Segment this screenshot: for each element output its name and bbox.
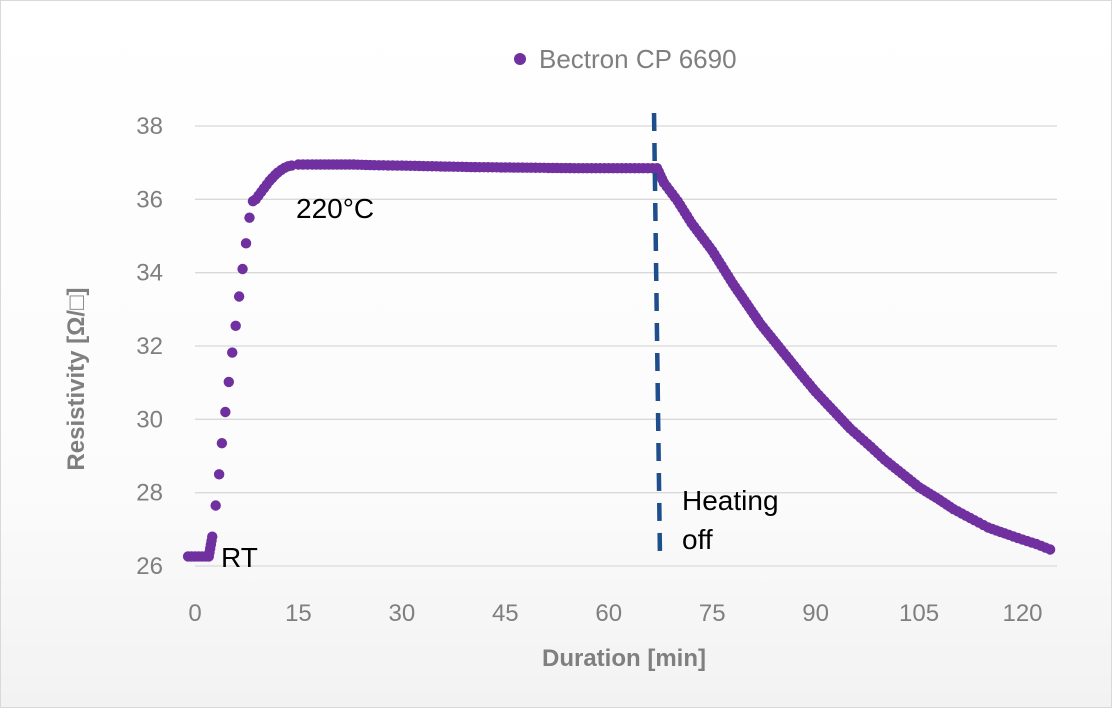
y-tick-label: 36	[136, 186, 163, 213]
data-point	[240, 238, 252, 249]
x-tick-label: 120	[1002, 600, 1042, 627]
y-tick-label: 30	[136, 406, 163, 433]
legend-label: Bectron CP 6690	[539, 44, 737, 74]
data-point	[1044, 544, 1056, 555]
x-tick-label: 90	[802, 600, 829, 627]
x-tick-label: 75	[699, 600, 726, 627]
data-point	[230, 320, 241, 332]
data-point	[233, 291, 245, 302]
data-point	[220, 406, 231, 418]
y-tick-label: 34	[136, 260, 163, 287]
y-tick-labels: 26 28 30 32 34 36 38	[136, 113, 163, 580]
y-tick-label: 26	[136, 553, 163, 580]
y-tick-label: 28	[136, 480, 163, 507]
data-point	[244, 212, 255, 223]
x-tick-label: 0	[188, 600, 201, 627]
series-points	[182, 159, 1056, 562]
x-axis-title: Duration [min]	[542, 645, 706, 672]
annotation-rt: RT	[221, 542, 258, 573]
data-point	[207, 531, 218, 542]
data-point	[237, 263, 248, 275]
x-tick-label: 60	[595, 600, 622, 627]
legend-marker	[514, 53, 526, 65]
x-tick-label: 105	[899, 600, 939, 627]
y-axis-title: Resistivity [Ω/□]	[63, 287, 90, 470]
x-tick-label: 45	[492, 600, 519, 627]
annotation-heating: Heating	[682, 485, 779, 516]
x-tick-label: 15	[285, 600, 312, 627]
y-tick-label: 32	[136, 333, 163, 360]
data-point	[223, 376, 234, 388]
y-tick-label: 38	[136, 113, 163, 140]
data-point	[210, 500, 221, 511]
data-point	[227, 347, 238, 358]
data-point	[213, 469, 225, 480]
heating-off-line	[651, 112, 663, 562]
data-point	[216, 437, 228, 449]
annotation-off: off	[682, 524, 713, 555]
grid-lines	[195, 125, 1057, 567]
x-tick-labels: 0 15 30 45 60 75 90 105 120	[188, 600, 1042, 627]
x-tick-label: 30	[389, 600, 416, 627]
annotation-220c: 220°C	[296, 193, 374, 224]
